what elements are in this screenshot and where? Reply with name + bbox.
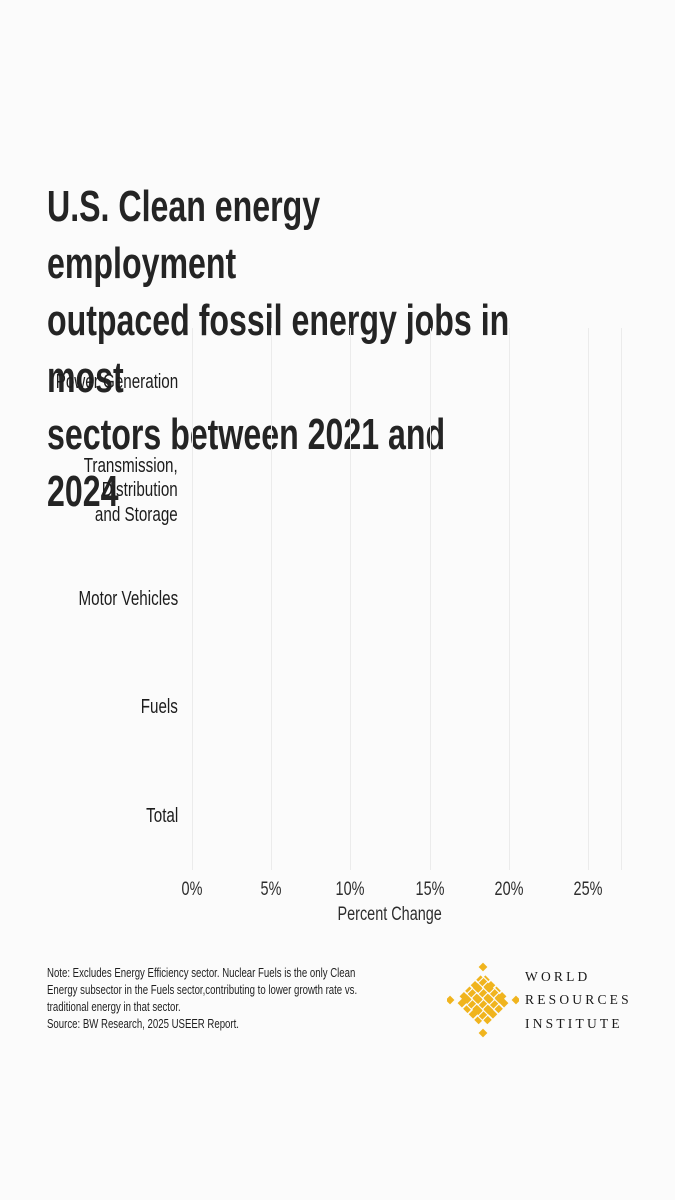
chart-title-line-1: U.S. Clean energy employment — [47, 182, 321, 289]
category-row: Motor Vehicles — [0, 545, 178, 653]
x-tick-label: 10% — [335, 879, 365, 900]
category-row: Fuels — [0, 653, 178, 761]
wri-logo-text: WORLD RESOURCES INSTITUTE — [525, 965, 632, 1036]
gridline — [429, 328, 431, 870]
wri-logo: WORLD RESOURCES INSTITUTE — [447, 960, 632, 1040]
gridline — [350, 328, 352, 870]
x-tick-label: 5% — [260, 879, 282, 900]
category-row: Power Generation — [0, 328, 178, 436]
x-tick-label: 20% — [494, 879, 524, 900]
category-label: Total — [145, 804, 178, 827]
wri-logo-word-3: INSTITUTE — [525, 1015, 623, 1031]
x-tick-label: 0% — [181, 879, 203, 900]
category-label: Transmission, Distribution and Storage — [83, 454, 178, 526]
x-axis-title: Percent Change — [337, 904, 443, 925]
category-label: Motor Vehicles — [78, 587, 178, 610]
gridline — [508, 328, 510, 870]
footnote: Note: Excludes Energy Efficiency sector.… — [47, 965, 358, 1014]
plot-area — [192, 328, 622, 870]
category-row: Transmission, Distribution and Storage — [0, 436, 178, 544]
chart-title-line-2: outpaced fossil energy jobs in most — [47, 296, 510, 403]
category-row: Total — [0, 762, 178, 870]
plot-right-edge-line — [621, 328, 622, 870]
category-label: Fuels — [140, 696, 178, 719]
category-label: Power Generation — [55, 370, 178, 393]
wri-logo-word-2: RESOURCES — [525, 992, 632, 1008]
x-tick-label: 25% — [573, 879, 603, 900]
gridline — [271, 328, 273, 870]
x-tick-label: 15% — [415, 879, 445, 900]
gridline — [192, 328, 193, 870]
chart-title-line-3: sectors between 2021 and 2024 — [47, 410, 446, 517]
gridline — [588, 328, 589, 870]
wri-logo-word-1: WORLD — [525, 968, 591, 984]
wri-woven-diamond-icon — [447, 962, 519, 1038]
chart-title: U.S. Clean energy employment outpaced fo… — [47, 178, 514, 520]
source-note: Source: BW Research, 2025 USEER Report. — [47, 1016, 239, 1031]
category-axis: Power Generation Transmission, Distributi… — [0, 328, 178, 870]
